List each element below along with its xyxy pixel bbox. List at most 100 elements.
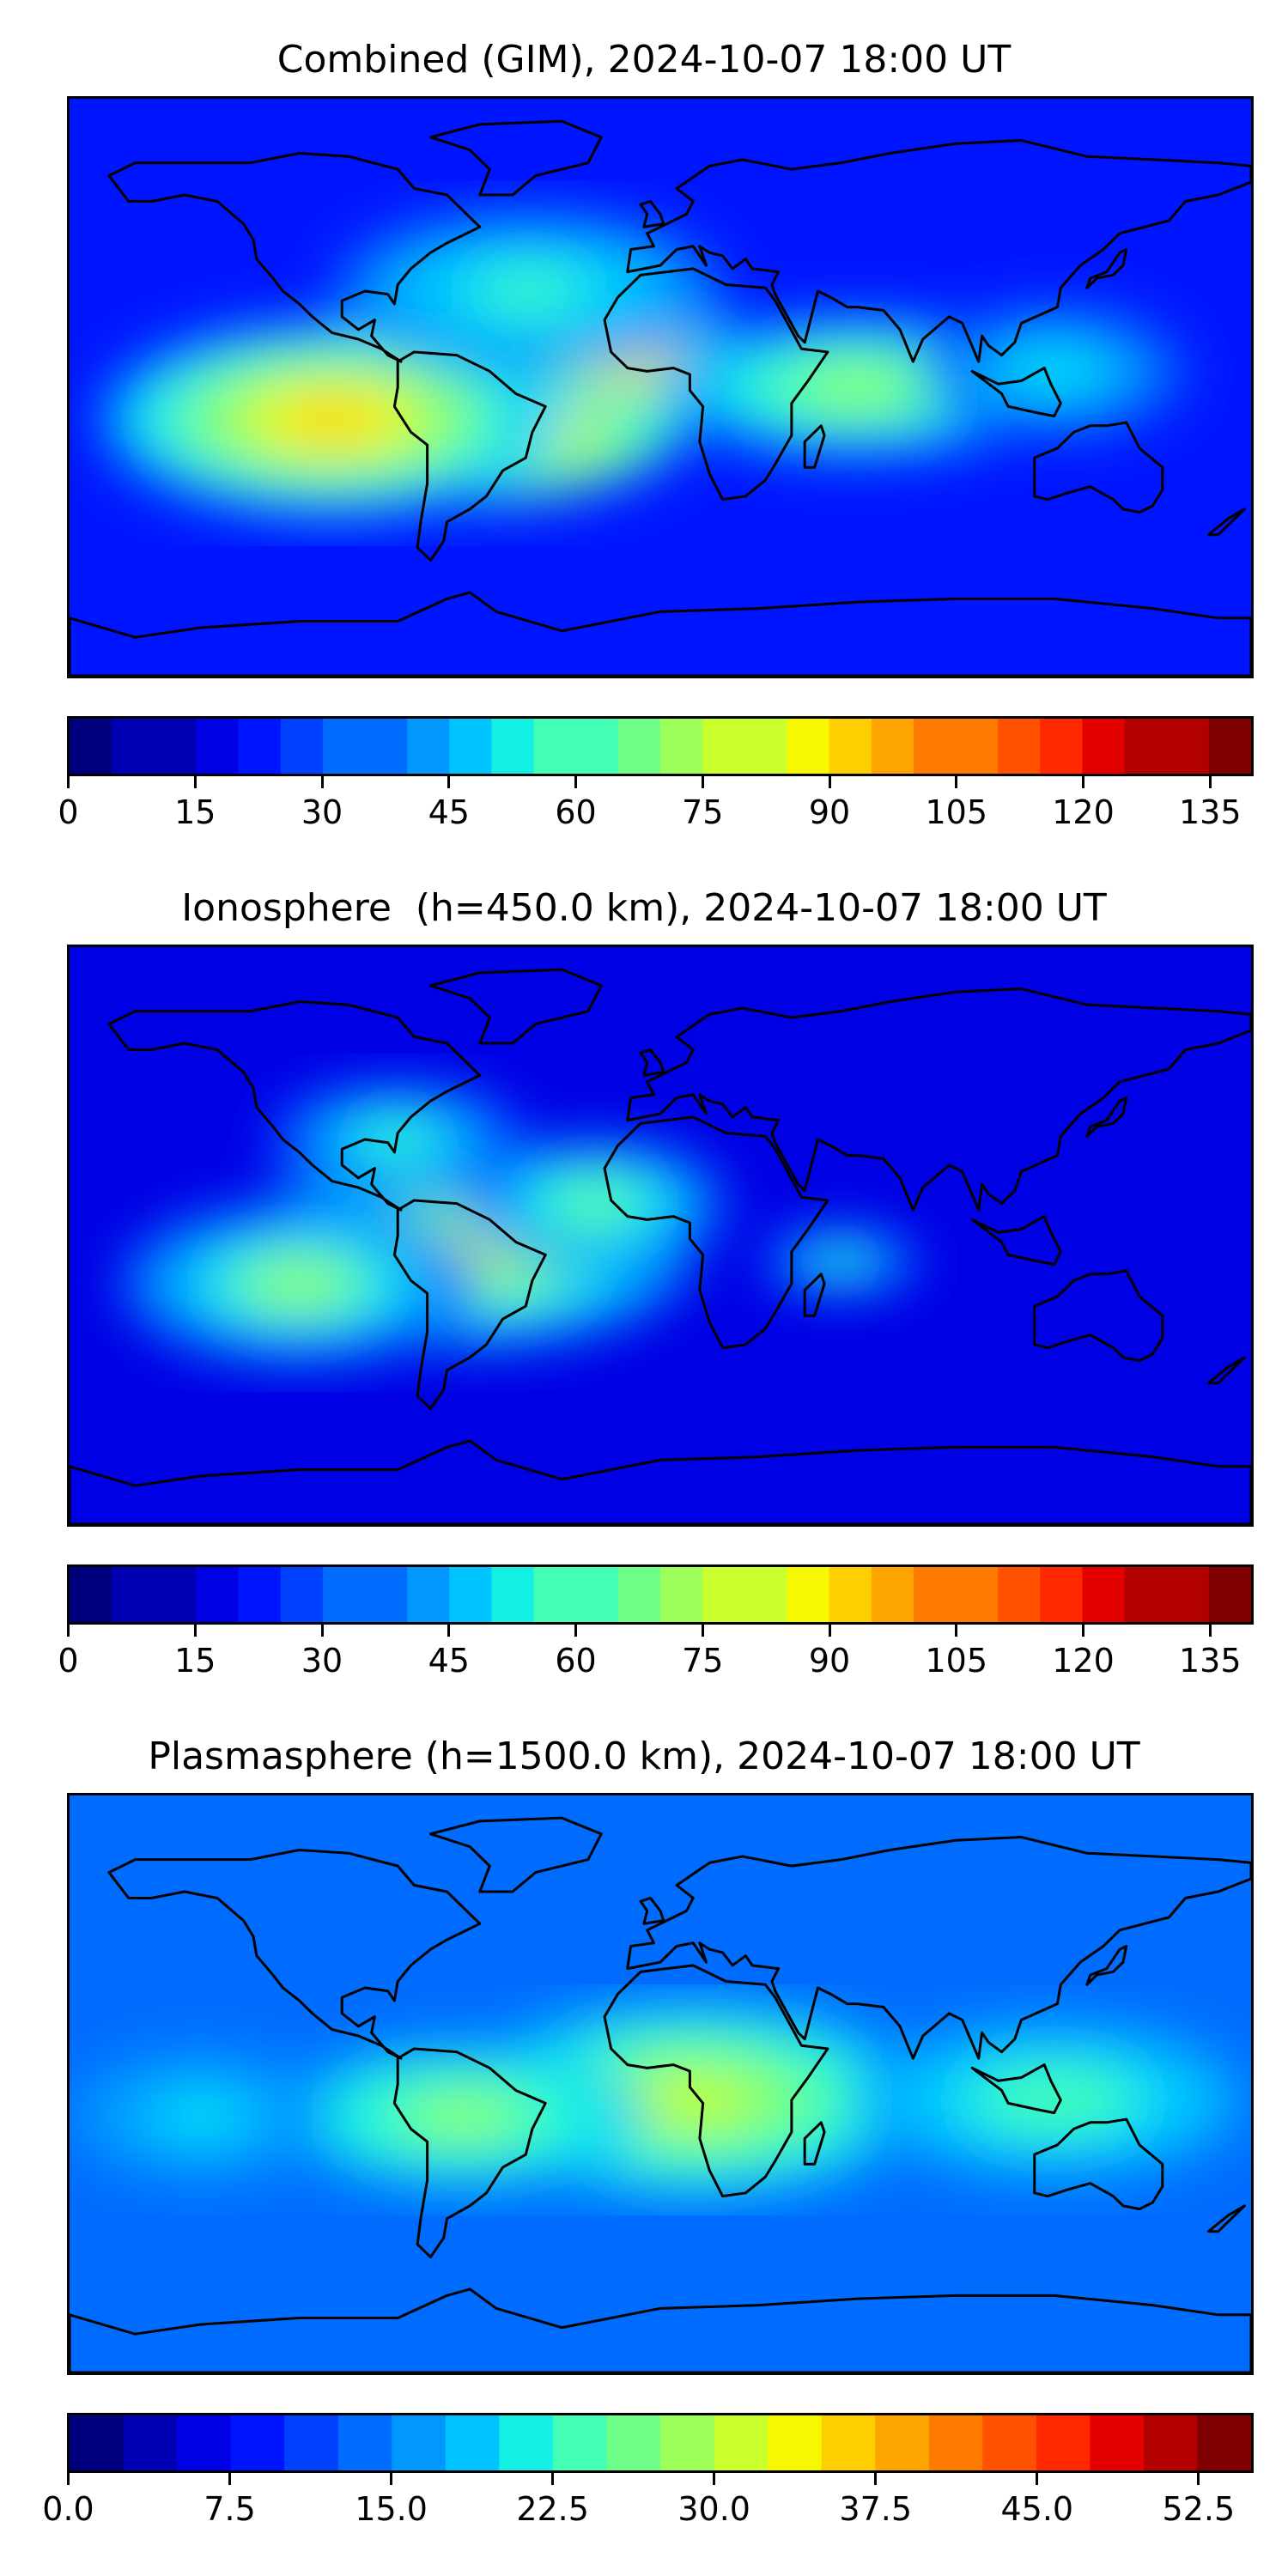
colorbar-tick (701, 776, 704, 788)
panel-2-colorbar-svg (70, 1567, 1251, 1622)
tec-contour-4-5 (174, 2103, 228, 2129)
colorbar-tick (713, 2473, 716, 2485)
colorbar-swatch (449, 1567, 493, 1622)
colorbar-tick-label: 45.0 (1000, 2490, 1074, 2528)
colorbar-tick-label: 75 (682, 793, 724, 831)
colorbar-tick (874, 2473, 878, 2485)
colorbar-swatch (365, 1567, 408, 1622)
colorbar-swatch (1143, 2415, 1199, 2470)
colorbar-swatch (928, 2415, 983, 2470)
tec-contour-1-5 (647, 2081, 739, 2120)
coastline-australia (1033, 421, 1164, 514)
colorbar-tick (1197, 2473, 1200, 2485)
coastline-antarctica (70, 1439, 1251, 1524)
coastline-madagascar (803, 424, 826, 469)
colorbar-tick (574, 776, 577, 788)
colorbar-swatch (112, 1567, 155, 1622)
colorbar-swatch (154, 1567, 197, 1622)
colorbar-tick-label: 120 (1052, 793, 1115, 831)
colorbar-tick-label: 15 (174, 793, 216, 831)
panel-3-colorbar-ticks: 0.0 7.5 15.0 22.5 30.0 37.5 45.0 52.5 (42, 2473, 1254, 2528)
colorbar-swatch (871, 1567, 914, 1622)
coastline-south-america (392, 350, 547, 562)
colorbar-tick (1082, 776, 1084, 788)
panel-2-title: Ionosphere (h=450.0 km), 2024-10-07 18:0… (181, 886, 1107, 930)
colorbar-swatch (196, 1567, 240, 1622)
colorbar-tick-label: 15.0 (355, 2490, 428, 2528)
colorbar-swatch (660, 1567, 703, 1622)
colorbar-swatch (196, 719, 240, 774)
colorbar-tick (447, 776, 451, 788)
tec-contour-5-5 (489, 275, 568, 307)
colorbar-swatch (533, 719, 577, 774)
coastline-antarctica (70, 2287, 1251, 2372)
colorbar-swatch (407, 719, 450, 774)
colorbar-swatch (956, 1567, 999, 1622)
panel-1-map (67, 96, 1254, 678)
colorbar-swatch (702, 1567, 745, 1622)
coastline-uk (639, 199, 665, 228)
colorbar-swatch (1082, 719, 1126, 774)
colorbar-swatch (956, 719, 999, 774)
colorbar-swatch (280, 1567, 324, 1622)
tec-field (102, 210, 1186, 516)
tec-contour-1-5 (286, 399, 379, 439)
colorbar-tick-label: 30 (301, 793, 343, 831)
colorbar-swatch (337, 2415, 392, 2470)
colorbar-swatch (365, 719, 408, 774)
panel-1-colorbar (67, 716, 1254, 776)
colorbar-swatch (533, 1567, 577, 1622)
colorbar-tick-label: 0 (58, 1642, 79, 1680)
colorbar-tick-label: 15 (174, 1642, 216, 1680)
colorbar-tick (1208, 1625, 1212, 1637)
panel-3-title: Plasmasphere (h=1500.0 km), 2024-10-07 1… (148, 1735, 1140, 1778)
colorbar-tick-label: 60 (555, 1642, 597, 1680)
colorbar-swatch (70, 1567, 112, 1622)
colorbar-swatch (617, 1567, 661, 1622)
colorbar-tick (828, 1625, 831, 1637)
colorbar-swatch (875, 2415, 930, 2470)
colorbar-tick (193, 1625, 197, 1637)
colorbar-swatch (177, 2415, 232, 2470)
colorbar-tick-label: 45 (428, 1642, 470, 1680)
colorbar-swatch (998, 719, 1041, 774)
colorbar-tick (228, 2473, 232, 2485)
panel-2-colorbar (67, 1564, 1254, 1625)
colorbar-swatch (1208, 1567, 1251, 1622)
coastline-antarctica (70, 591, 1251, 676)
colorbar-swatch (552, 2415, 608, 2470)
panel-1-colorbar-svg (70, 719, 1251, 774)
tec-contour-3-5 (817, 373, 897, 402)
colorbar-tick-label: 30 (301, 1642, 343, 1680)
colorbar-swatch (744, 719, 788, 774)
coastline-japan (1085, 247, 1128, 289)
panel-1-map-svg (70, 99, 1251, 676)
coastline-australia (1033, 2117, 1164, 2211)
colorbar-swatch (407, 1567, 450, 1622)
colorbar-tick (193, 776, 197, 788)
colorbar-swatch (230, 2415, 285, 2470)
colorbar-swatch (787, 1567, 830, 1622)
colorbar-swatch (499, 2415, 554, 2470)
colorbar-swatch (449, 719, 493, 774)
colorbar-swatch (660, 719, 703, 774)
panel-1-title: Combined (GIM), 2024-10-07 18:00 UT (276, 38, 1012, 82)
colorbar-tick (1036, 2473, 1039, 2485)
panel-2-colorbar-ticks: 0 15 30 45 60 75 90 105 120 135 (58, 1625, 1254, 1680)
colorbar-swatch (606, 2415, 661, 2470)
colorbar-swatch (1040, 1567, 1084, 1622)
colorbar-swatch (154, 719, 197, 774)
coastline-greenland (428, 119, 603, 197)
coastline-eurasia (626, 987, 1251, 1212)
colorbar-swatch (123, 2415, 178, 2470)
colorbar-tick-label: 52.5 (1162, 2490, 1236, 2528)
colorbar-swatch (768, 2415, 823, 2470)
tec-contour-1-5 (263, 1267, 336, 1300)
coastline-indonesia (970, 1215, 1062, 1267)
colorbar-tick-label: 90 (808, 1642, 851, 1680)
tec-contour-3-5 (824, 1255, 858, 1268)
coastline-new-zealand (1206, 2204, 1246, 2233)
colorbar-swatch (445, 2415, 500, 2470)
panel-3-map-svg (70, 1795, 1251, 2372)
colorbar-tick-label: 45 (428, 793, 470, 831)
